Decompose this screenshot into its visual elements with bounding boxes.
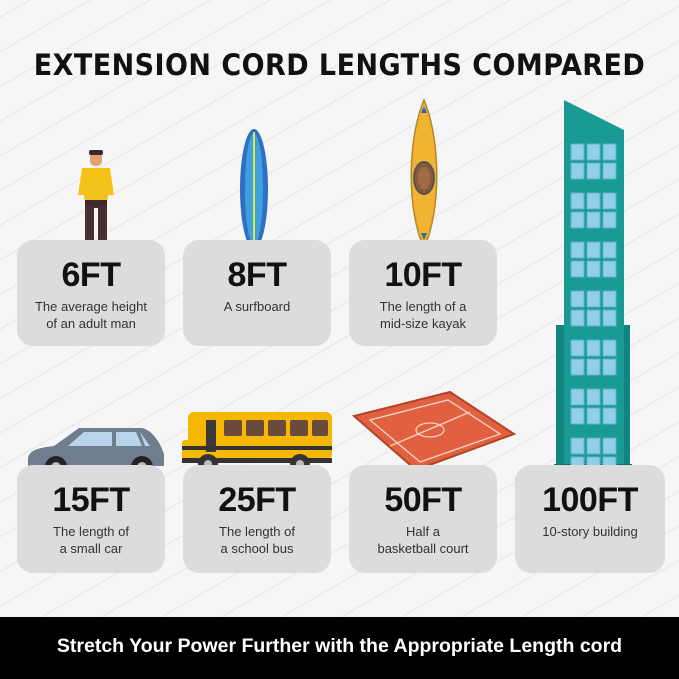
kayak-icon — [410, 98, 438, 250]
building-window — [586, 309, 601, 327]
building-window — [570, 143, 585, 161]
building-window — [570, 339, 585, 357]
building-window — [586, 358, 601, 376]
building-window — [570, 260, 585, 278]
building-window — [570, 162, 585, 180]
footer-banner: Stretch Your Power Further with the Appr… — [0, 617, 679, 679]
card-100ft: 100FT 10-story building — [515, 465, 665, 573]
building-window — [586, 211, 601, 229]
building-window — [570, 407, 585, 425]
building-window — [570, 241, 585, 259]
building-window — [602, 241, 617, 259]
card-15ft: 15FT The length of a small car — [17, 465, 165, 573]
surfboard-icon — [240, 129, 268, 249]
man-icon — [78, 150, 114, 249]
building-window — [570, 358, 585, 376]
building-window — [602, 260, 617, 278]
card-8ft: 8FT A surfboard — [183, 240, 331, 346]
description: Half a basketball court — [377, 524, 469, 556]
length-label: 10FT — [384, 256, 462, 294]
length-label: 100FT — [542, 481, 638, 519]
building-window — [570, 437, 585, 455]
building-window — [602, 358, 617, 376]
building-window — [586, 407, 601, 425]
building-window — [586, 162, 601, 180]
building-window — [570, 192, 585, 210]
building-window — [586, 437, 601, 455]
length-label: 8FT — [227, 256, 287, 294]
building-window — [586, 192, 601, 210]
building-window — [586, 290, 601, 308]
building-window — [570, 309, 585, 327]
description: 10-story building — [542, 524, 638, 539]
building-window — [602, 162, 617, 180]
building-icon — [554, 100, 632, 472]
description: A surfboard — [223, 299, 291, 314]
building-window — [602, 290, 617, 308]
page-title: EXTENSION CORD LENGTHS COMPARED — [33, 48, 646, 82]
building-window — [586, 143, 601, 161]
length-label: 50FT — [384, 481, 462, 519]
building-window — [602, 339, 617, 357]
building-window — [602, 192, 617, 210]
building-window — [586, 339, 601, 357]
description: The average height of an adult man — [34, 299, 148, 331]
card-6ft: 6FT The average height of an adult man — [17, 240, 165, 346]
description: The length of a mid-size kayak — [379, 299, 467, 331]
building-window — [586, 241, 601, 259]
building-window — [602, 143, 617, 161]
building-window — [602, 437, 617, 455]
card-50ft: 50FT Half a basketball court — [349, 465, 497, 573]
basketball-court-icon — [351, 390, 516, 472]
school-bus-icon — [182, 412, 332, 474]
building-window — [602, 407, 617, 425]
building-window — [570, 388, 585, 406]
building-window — [586, 388, 601, 406]
building-window — [602, 388, 617, 406]
card-25ft: 25FT The length of a school bus — [183, 465, 331, 573]
length-label: 15FT — [52, 481, 130, 519]
building-window — [586, 260, 601, 278]
building-window — [570, 290, 585, 308]
building-window — [570, 211, 585, 229]
building-window — [602, 211, 617, 229]
card-10ft: 10FT The length of a mid-size kayak — [349, 240, 497, 346]
building-window — [602, 309, 617, 327]
description: The length of a small car — [53, 524, 129, 556]
length-label: 6FT — [61, 256, 121, 294]
description: The length of a school bus — [219, 524, 295, 556]
length-label: 25FT — [218, 481, 296, 519]
